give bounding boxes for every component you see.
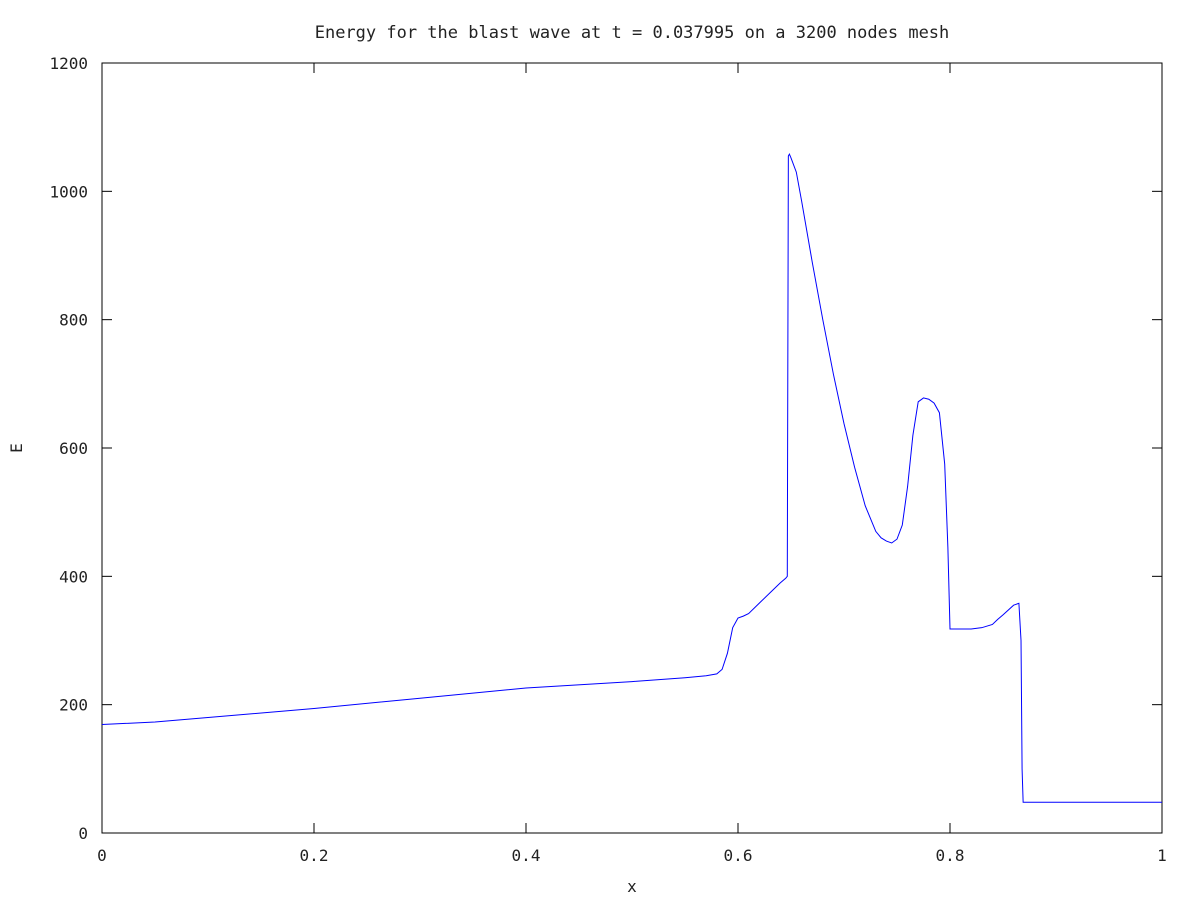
y-tick-label: 0 [78, 824, 88, 843]
y-axis: 0 200 400 600 800 1000 1200 [49, 54, 1162, 843]
plot-frame [101, 62, 1163, 834]
x-tick-label: 0.4 [512, 846, 541, 865]
x-tick-label: 0 [97, 846, 107, 865]
energy-series-line [101, 152, 1162, 803]
x-axis-label: x [627, 877, 637, 896]
y-tick-label: 1200 [49, 54, 88, 73]
y-tick-label: 1000 [49, 182, 88, 201]
x-tick-label: 0.2 [300, 846, 329, 865]
x-tick-label: 1 [1157, 846, 1167, 865]
y-tick-label: 200 [59, 696, 88, 715]
y-tick-label: 600 [59, 439, 88, 458]
y-tick-label: 800 [59, 311, 88, 330]
x-axis: 0 0.2 0.4 0.6 0.8 1 [97, 63, 1167, 865]
y-tick-label: 400 [59, 567, 88, 586]
chart-title: Energy for the blast wave at t = 0.03799… [315, 23, 950, 43]
x-tick-label: 0.6 [724, 846, 753, 865]
x-tick-label: 0.8 [936, 846, 965, 865]
y-axis-label: E [7, 443, 26, 453]
